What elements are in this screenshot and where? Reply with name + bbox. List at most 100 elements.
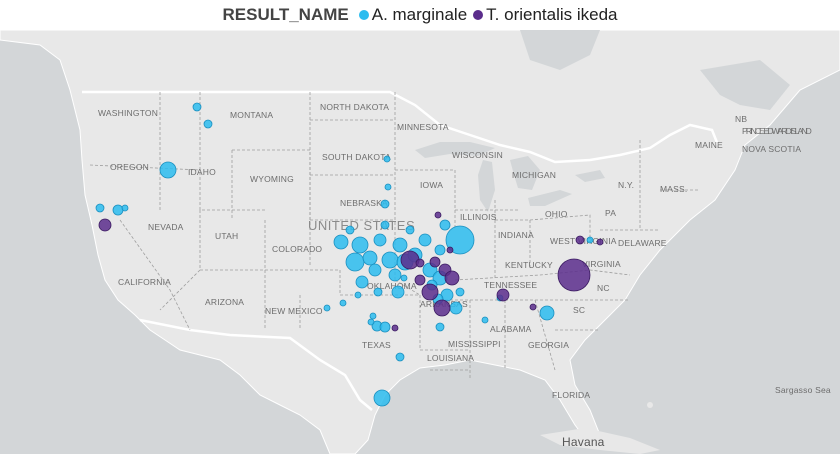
lake-superior: [415, 142, 495, 158]
marker: [380, 220, 390, 230]
marker: [354, 291, 362, 299]
state-labels: WASHINGTON MONTANA NORTH DAKOTA MINNESOT…: [98, 102, 831, 449]
legend-item-a-marginale[interactable]: A. marginale: [358, 5, 467, 25]
label-nc: NC: [597, 283, 610, 293]
marker: [435, 322, 445, 332]
label-oklahoma: OKLAHOMA: [367, 281, 417, 291]
label-georgia: GEORGIA: [528, 340, 569, 350]
legend-item-t-orientalis[interactable]: T. orientalis ikeda: [473, 5, 618, 25]
marker: [455, 287, 465, 297]
label-pa: PA: [605, 208, 616, 218]
hudson-bay-area: [520, 30, 600, 70]
marker: [481, 316, 489, 324]
label-texas: TEXAS: [362, 340, 391, 350]
marker: [415, 258, 425, 268]
label-mississippi: MISSISSIPPI: [448, 339, 501, 349]
label-wyoming: WYOMING: [250, 174, 294, 184]
marker: [112, 204, 124, 216]
label-new-mexico: NEW MEXICO: [265, 306, 323, 316]
lake-erie: [528, 190, 572, 206]
marker: [339, 299, 347, 307]
label-ny: N.Y.: [618, 180, 634, 190]
marker: [586, 236, 594, 244]
label-north-dakota: NORTH DAKOTA: [320, 102, 389, 112]
marker: [380, 199, 390, 209]
marker: [434, 211, 442, 219]
label-nova-scotia: NOVA SCOTIA: [742, 144, 801, 154]
marker: [433, 299, 451, 317]
label-colorado: COLORADO: [272, 244, 322, 254]
legend-dot-t-orientalis: [473, 10, 484, 20]
marker: [439, 219, 451, 231]
marker: [388, 268, 402, 282]
cuba: [540, 428, 660, 454]
us-mexico-border: [139, 318, 373, 411]
bahamas: [647, 402, 653, 408]
marker: [333, 234, 349, 250]
marker: [159, 161, 177, 179]
marker: [383, 155, 391, 163]
marker: [434, 244, 446, 256]
legend-dot-a-marginale: [358, 10, 369, 20]
label-arizona: ARIZONA: [205, 297, 244, 307]
legend: RESULT_NAME A. marginale T. orientalis i…: [0, 0, 840, 30]
label-nevada: NEVADA: [148, 222, 184, 232]
label-michigan: MICHIGAN: [512, 170, 556, 180]
series-t-orientalis[interactable]: [98, 211, 604, 332]
marker: [429, 256, 441, 268]
marker: [121, 204, 129, 212]
label-washington: WASHINGTON: [98, 108, 158, 118]
label-utah: UTAH: [215, 231, 238, 241]
marker: [345, 252, 365, 272]
label-iowa: IOWA: [420, 180, 443, 190]
label-illinois: ILLINOIS: [460, 212, 497, 222]
label-indiana: INDIANA: [498, 230, 534, 240]
label-kentucky: KENTUCKY: [505, 260, 553, 270]
label-wisconsin: WISCONSIN: [452, 150, 503, 160]
marker: [345, 225, 355, 235]
label-delaware: DELAWARE: [618, 238, 667, 248]
marker: [400, 250, 420, 270]
marker: [362, 250, 378, 266]
lake-huron: [510, 156, 540, 190]
label-montana: MONTANA: [230, 110, 273, 120]
marker: [369, 312, 377, 320]
label-sc: SC: [573, 305, 585, 315]
marker: [539, 305, 555, 321]
label-minnesota: MINNESOTA: [397, 122, 449, 132]
markers[interactable]: [95, 102, 604, 407]
marker: [421, 283, 439, 301]
marker: [529, 303, 537, 311]
label-california: CALIFORNIA: [118, 277, 171, 287]
label-havana: Havana: [562, 435, 605, 449]
label-pei: PRINCE EDWARD ISLAND: [742, 126, 812, 136]
marker: [367, 318, 375, 326]
label-nebraska: NEBRASKA: [340, 198, 388, 208]
marker: [368, 263, 382, 277]
lake-michigan: [478, 160, 495, 212]
marker: [496, 288, 510, 302]
marker: [445, 225, 475, 255]
gulf-of-st-lawrence: [700, 60, 790, 110]
label-oregon: OREGON: [110, 162, 149, 172]
label-florida: FLORIDA: [552, 390, 590, 400]
marker: [557, 258, 591, 292]
marker: [446, 246, 454, 254]
map-canvas[interactable]: WASHINGTON MONTANA NORTH DAKOTA MINNESOT…: [0, 30, 840, 454]
marker: [391, 285, 405, 299]
label-tennessee: TENNESSEE: [484, 280, 537, 290]
label-maine: MAINE: [695, 140, 723, 150]
marker: [400, 274, 408, 282]
marker: [355, 275, 369, 289]
legend-title: RESULT_NAME: [222, 5, 349, 24]
lake-ontario: [575, 170, 605, 182]
marker: [391, 324, 399, 332]
label-louisiana: LOUISIANA: [427, 353, 474, 363]
marker: [418, 233, 432, 247]
label-sargasso-sea: Sargasso Sea: [775, 385, 831, 395]
state-borders: [89, 92, 700, 380]
marker: [414, 274, 426, 286]
label-idaho: IDAHO: [188, 167, 216, 177]
marker: [449, 301, 463, 315]
label-south-dakota: SOUTH DAKOTA: [322, 152, 391, 162]
